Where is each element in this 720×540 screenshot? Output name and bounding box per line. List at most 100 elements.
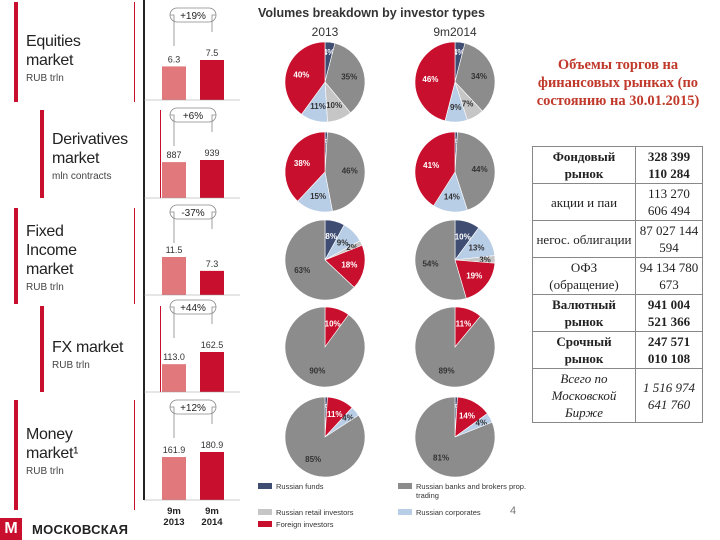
pie-slice xyxy=(284,306,366,388)
ru-table-row: негос. облигации 87 027 144 594 xyxy=(532,220,703,258)
bar-x-tick: 9m xyxy=(167,506,181,517)
pie-slice xyxy=(414,219,467,301)
pie-slice xyxy=(414,131,456,207)
change-badge: -37% xyxy=(169,204,217,220)
pie-slice-label: 11% xyxy=(456,320,472,329)
ru-table-row: Фондовый рынок 328 399 110 284 xyxy=(532,146,703,184)
pie-slice-label: 34% xyxy=(471,72,487,81)
legend-label: Russian banks and brokers prop. trading xyxy=(416,482,527,500)
ru-row-value: 247 571 010 108 xyxy=(635,331,703,369)
pie-slice-label: 85% xyxy=(305,455,321,464)
market-name-line: FX market xyxy=(52,339,124,356)
svg-text:+12%: +12% xyxy=(180,403,206,414)
pie-slice xyxy=(284,131,326,202)
legend-swatch xyxy=(398,483,412,489)
bar xyxy=(200,270,224,295)
ru-row-label: Валютный рынок xyxy=(532,294,636,332)
pie-slice-label: 40% xyxy=(293,70,309,79)
market-frame xyxy=(14,400,135,510)
pie-slice-label: 4% xyxy=(453,48,465,57)
market-frame xyxy=(40,306,161,392)
market-accent-bar xyxy=(40,110,44,198)
bar xyxy=(162,257,186,295)
ru-row-label: ОФЗ (обращение) xyxy=(532,257,636,295)
bar-x-tick: 9m xyxy=(205,506,219,517)
legend-swatch xyxy=(258,521,272,527)
market-name-line: Money xyxy=(26,426,73,443)
bar xyxy=(162,162,186,198)
ru-row-value: 1 516 974 641 760 xyxy=(635,368,703,423)
ru-row-label: Фондовый рынок xyxy=(532,146,636,184)
pie-slice xyxy=(324,42,366,114)
bar-x-tick: 2013 xyxy=(163,517,184,528)
market-label: Equities market RUB trln xyxy=(26,32,126,85)
pie-slice xyxy=(324,244,366,288)
pie-slice-label: 10% xyxy=(455,232,471,241)
market-unit: mln contracts xyxy=(52,171,112,182)
pie-slice-label: 38% xyxy=(294,159,310,168)
market-accent-bar xyxy=(40,306,44,392)
market-unit: RUB trln xyxy=(52,360,90,371)
ru-table-row: акции и паи 113 270 606 494 xyxy=(532,183,703,221)
pie-slice-label: 8% xyxy=(325,232,337,241)
pie-slice-label: 18% xyxy=(341,261,357,270)
legend-label: Russian retail investors xyxy=(276,508,354,517)
pie-slice-label: 10% xyxy=(326,101,342,110)
pie-slice-label: 4% xyxy=(323,48,335,57)
pie-slice-label: 1% xyxy=(450,138,462,147)
market-name-line: Income xyxy=(26,242,77,259)
change-bracket xyxy=(170,114,216,146)
pie-slice-label: 1% xyxy=(320,138,332,147)
svg-text:-37%: -37% xyxy=(181,208,204,219)
change-badge: +6% xyxy=(169,107,217,123)
bar-value-label: 7.5 xyxy=(206,48,219,58)
pie-column-label: 9m2014 xyxy=(433,25,477,39)
pie-legend: Russian funds Russian banks and brokers p… xyxy=(258,478,528,538)
ru-table-row: ОФЗ (обращение) 94 134 780 673 xyxy=(532,257,703,295)
pie-slice-label: 1% xyxy=(450,403,462,412)
market-frame xyxy=(14,2,135,102)
pie-slice-label: 2% xyxy=(346,243,358,252)
pie-slice-label: 9% xyxy=(450,103,462,112)
pie-slice-label: 89% xyxy=(439,366,455,375)
pie-slice-label: 11% xyxy=(327,410,343,419)
market-name-line: market¹ xyxy=(26,445,79,462)
bar-value-label: 113.0 xyxy=(163,352,185,362)
ru-row-label: Срочный рынок xyxy=(532,331,636,369)
ru-table-row: Всего по Московской Бирже 1 516 974 641 7… xyxy=(532,368,703,423)
change-badge: +19% xyxy=(169,7,217,23)
pie-slice xyxy=(284,219,355,301)
pie-slice-label: 90% xyxy=(309,367,325,376)
pie-slice-label: 3% xyxy=(479,256,491,265)
ru-row-value: 94 134 780 673 xyxy=(635,257,703,295)
pie-slice-label: 14% xyxy=(459,411,475,420)
bar xyxy=(200,60,224,100)
bar-value-label: 939 xyxy=(204,148,219,158)
market-name-line: Equities xyxy=(26,33,81,50)
market-accent-bar xyxy=(14,2,18,102)
pie-slice-label: 44% xyxy=(472,165,488,174)
pie-slice-label: 35% xyxy=(341,73,357,82)
pie-slice-label: 54% xyxy=(422,260,438,269)
bar xyxy=(200,452,224,500)
change-bracket xyxy=(170,211,216,243)
moex-logo: M МОСКОВСКАЯ xyxy=(0,512,160,540)
market-frame xyxy=(14,208,135,304)
page-number: 4 xyxy=(510,505,517,517)
market-frame xyxy=(40,110,161,198)
legend-label: Foreign investors xyxy=(276,520,334,529)
legend-label: Russian funds xyxy=(276,482,324,491)
market-unit: RUB trln xyxy=(26,466,64,477)
pie-slice-label: 10% xyxy=(325,319,341,328)
pie-slice-label: 11% xyxy=(310,102,326,111)
pie-slice-label: 1% xyxy=(320,403,332,412)
ru-volume-table: Фондовый рынок 328 399 110 284 акции и паи… xyxy=(532,146,703,423)
market-name-line: market xyxy=(26,52,74,69)
bar-value-label: 887 xyxy=(166,150,181,160)
market-accent-bar xyxy=(14,400,18,510)
change-badge: +12% xyxy=(169,399,217,415)
bar-value-label: 11.5 xyxy=(166,245,183,255)
ru-row-value: 941 004 521 366 xyxy=(635,294,703,332)
pie-chart-title: Volumes breakdown by investor types xyxy=(258,6,485,20)
change-bracket xyxy=(170,306,216,338)
